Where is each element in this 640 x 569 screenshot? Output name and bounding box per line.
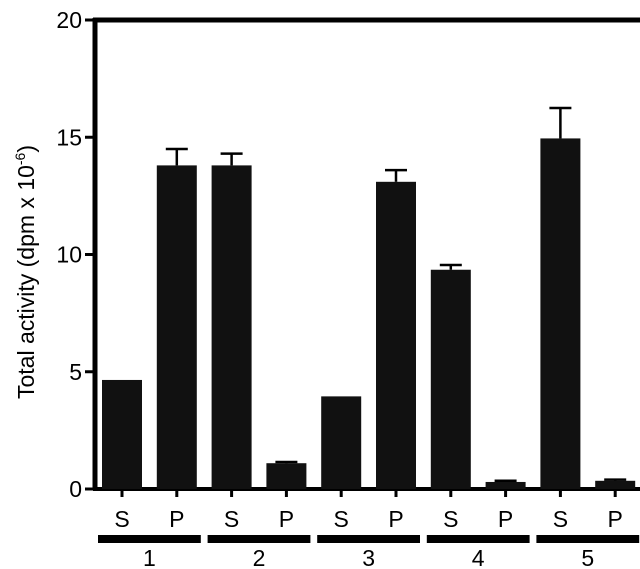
x-tick-label: S xyxy=(443,506,458,532)
group-label: 3 xyxy=(362,545,375,569)
group-label: 4 xyxy=(472,545,485,569)
y-tick-label: 0 xyxy=(69,476,82,502)
group-bracket xyxy=(98,535,201,543)
x-tick-label: S xyxy=(114,506,129,532)
y-tick-label: 5 xyxy=(69,359,82,385)
group-bracket xyxy=(317,535,420,543)
x-tick-label: P xyxy=(498,506,513,532)
x-tick-label: S xyxy=(334,506,349,532)
y-tick-label: 20 xyxy=(56,7,82,33)
y-axis-label-exponent: -6 xyxy=(12,152,28,165)
x-tick-label: S xyxy=(224,506,239,532)
y-axis-label-close: ) xyxy=(13,145,39,153)
group-bracket xyxy=(426,535,530,543)
group-bracket xyxy=(536,535,640,543)
x-tick-label: P xyxy=(169,506,184,532)
y-axis-label: Total activity (dpm x 10-6) xyxy=(12,145,39,399)
y-axis-label-main: Total activity (dpm x 10 xyxy=(13,165,39,399)
bar xyxy=(540,138,581,490)
error-bars xyxy=(165,106,627,483)
bar xyxy=(376,181,416,489)
x-tick-label: P xyxy=(388,506,403,532)
x-tick-label: P xyxy=(608,506,623,532)
group-label: 5 xyxy=(581,545,594,569)
bar xyxy=(211,165,252,489)
x-tick-label: P xyxy=(279,506,294,532)
bars xyxy=(102,138,636,490)
group-label: 1 xyxy=(143,545,156,569)
group-bracket xyxy=(207,535,311,543)
bar xyxy=(156,165,197,489)
bar xyxy=(485,481,526,489)
x-tick-label: S xyxy=(553,506,568,532)
group-label: 2 xyxy=(253,545,266,569)
bar xyxy=(321,396,362,489)
bar xyxy=(102,379,142,489)
y-tick-label: 10 xyxy=(56,242,82,268)
bar xyxy=(595,480,636,489)
bar xyxy=(430,269,471,489)
y-tick-label: 15 xyxy=(56,124,82,150)
bar xyxy=(266,463,307,489)
